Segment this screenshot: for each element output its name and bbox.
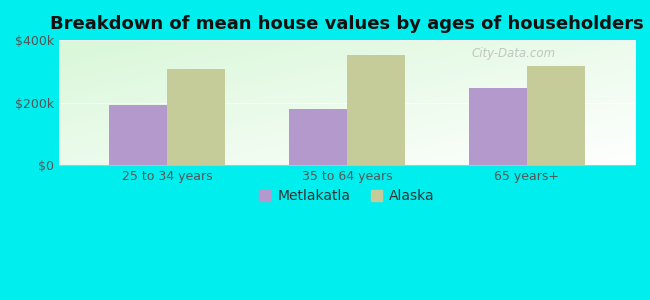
Bar xyxy=(167,69,225,165)
Title: Breakdown of mean house values by ages of householders: Breakdown of mean house values by ages o… xyxy=(50,15,644,33)
Bar xyxy=(347,55,404,165)
Bar xyxy=(527,66,584,165)
Legend: Metlakatla, Alaska: Metlakatla, Alaska xyxy=(252,182,442,210)
Bar xyxy=(289,109,347,165)
Bar xyxy=(109,105,167,165)
Text: City-Data.com: City-Data.com xyxy=(472,47,556,60)
Bar xyxy=(469,88,527,165)
